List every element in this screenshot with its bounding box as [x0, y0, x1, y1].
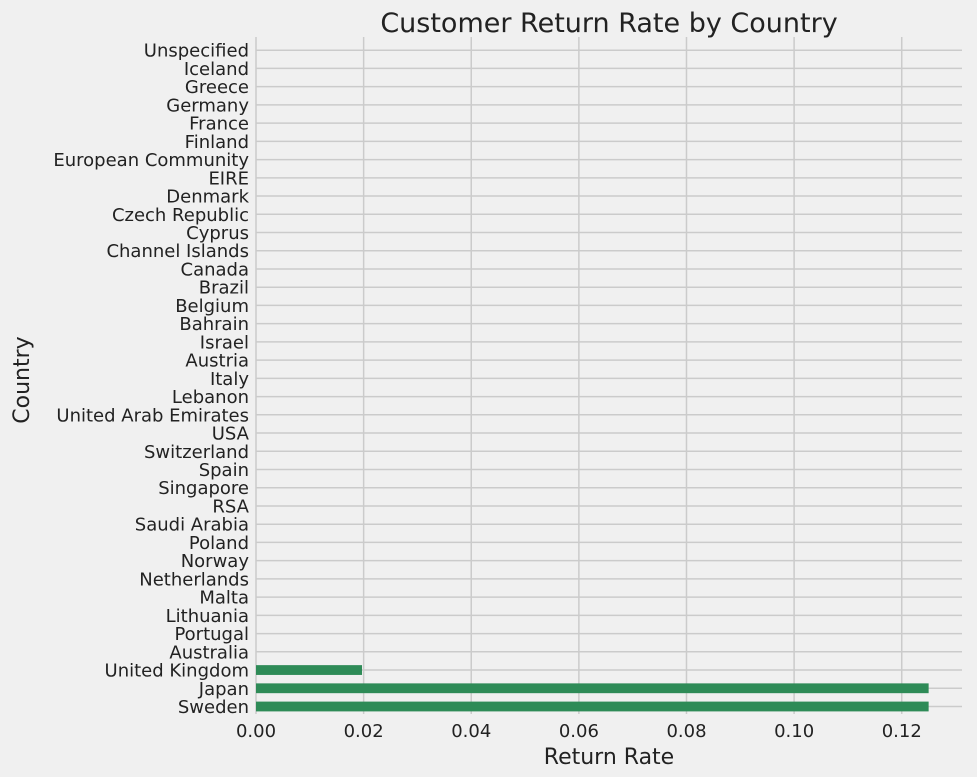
- y-tick-label: United Arab Emirates: [56, 405, 249, 426]
- bar: [256, 665, 363, 675]
- y-axis-label: Country: [10, 336, 35, 423]
- y-tick-label: Australia: [169, 642, 249, 663]
- y-tick-label: Belgium: [175, 296, 249, 317]
- y-tick-label: Saudi Arabia: [135, 515, 249, 536]
- y-tick-label: United Kingdom: [105, 661, 249, 682]
- x-tick-label: 0.06: [559, 721, 599, 742]
- y-tick-label: Austria: [185, 351, 249, 372]
- y-tick-label: Israel: [200, 332, 249, 353]
- y-tick-label: Portugal: [174, 624, 249, 645]
- y-tick-label: Sweden: [178, 697, 249, 718]
- y-tick-label: Netherlands: [139, 569, 249, 590]
- y-tick-label: USA: [212, 424, 250, 445]
- y-tick-label: Norway: [181, 551, 250, 572]
- bar: [256, 683, 929, 694]
- bar: [256, 701, 929, 712]
- bars: [256, 665, 929, 712]
- y-tick-label: RSA: [212, 496, 249, 517]
- y-tick-label: Singapore: [158, 478, 249, 499]
- x-tick-label: 0.10: [774, 721, 814, 742]
- y-tick-label: Japan: [198, 679, 249, 700]
- y-tick-label: Lebanon: [172, 387, 249, 408]
- y-tick-label: Brazil: [199, 278, 249, 299]
- x-tick-label: 0.00: [236, 721, 276, 742]
- y-tick-label: Greece: [185, 77, 249, 98]
- y-tick-label: Channel Islands: [106, 241, 249, 262]
- y-tick-label: Finland: [185, 132, 249, 153]
- y-tick-label: Czech Republic: [112, 205, 249, 226]
- y-tick-label: Iceland: [184, 59, 249, 80]
- y-tick-label: Cyprus: [186, 223, 249, 244]
- y-tick-label: Italy: [210, 369, 249, 390]
- x-tick-labels: 0.00 0.02 0.04 0.06 0.08 0.10 0.12: [236, 721, 922, 742]
- y-tick-label: Switzerland: [144, 442, 249, 463]
- x-tick-label: 0.04: [451, 721, 491, 742]
- y-tick-label: Malta: [199, 588, 249, 609]
- y-tick-label: Canada: [181, 259, 250, 280]
- x-tick-label: 0.12: [882, 721, 922, 742]
- y-tick-label: Denmark: [166, 187, 249, 208]
- x-tick-label: 0.08: [666, 721, 706, 742]
- y-tick-label: Poland: [189, 533, 249, 554]
- y-tick-label: Germany: [166, 95, 249, 116]
- y-tick-label: EIRE: [208, 168, 249, 189]
- y-tick-label: France: [189, 114, 249, 135]
- y-tick-label: European Community: [53, 150, 249, 171]
- y-tick-label: Lithuania: [166, 606, 249, 627]
- x-tick-label: 0.02: [344, 721, 384, 742]
- y-tick-label: Unspecified: [144, 41, 249, 62]
- x-axis-label: Return Rate: [544, 745, 674, 770]
- y-tick-label: Spain: [199, 460, 249, 481]
- y-tick-label: Bahrain: [179, 314, 249, 335]
- chart-title: Customer Return Rate by Country: [380, 8, 837, 39]
